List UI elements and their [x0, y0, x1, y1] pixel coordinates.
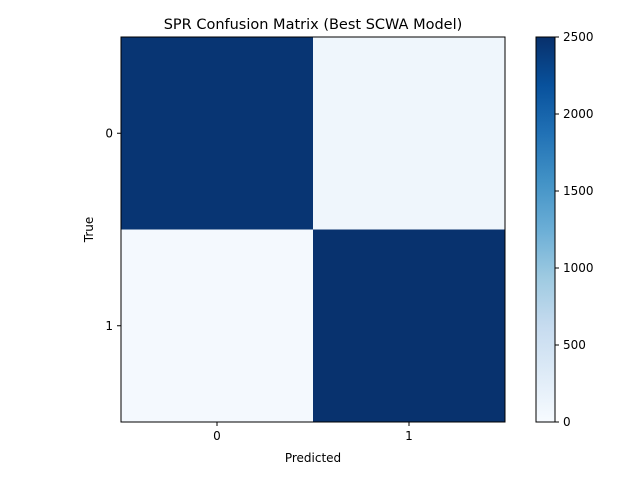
colorbar-tick-label: 0 [563, 415, 571, 429]
x-axis-label: Predicted [285, 451, 341, 465]
chart-title: SPR Confusion Matrix (Best SCWA Model) [164, 17, 463, 33]
plot-frame [120, 36, 506, 423]
colorbar-tick-label: 2500 [563, 30, 594, 44]
heatmap-cell-1-0 [121, 229, 314, 423]
colorbar-tick-label: 1500 [563, 184, 594, 198]
colorbar-tick-label: 2000 [563, 107, 594, 121]
heatmap-cells [121, 37, 506, 423]
colorbar-tick-label: 1000 [563, 261, 594, 275]
colorbar-tick-label: 500 [563, 338, 586, 352]
colorbar: 0 500 1000 1500 2000 2500 [535, 30, 594, 429]
heatmap-cell-1-1 [313, 229, 506, 423]
y-tick-label: 0 [105, 126, 113, 140]
x-tick-label: 0 [213, 429, 221, 443]
y-tick-label: 1 [105, 319, 113, 333]
colorbar-gradient [536, 37, 555, 422]
heatmap-cell-0-1 [313, 37, 506, 230]
y-axis-ticks: 01 [105, 126, 121, 333]
y-axis-label: True [82, 217, 96, 244]
x-tick-label: 1 [405, 429, 413, 443]
heatmap-cell-0-0 [121, 37, 314, 230]
colorbar-frame [535, 36, 556, 423]
